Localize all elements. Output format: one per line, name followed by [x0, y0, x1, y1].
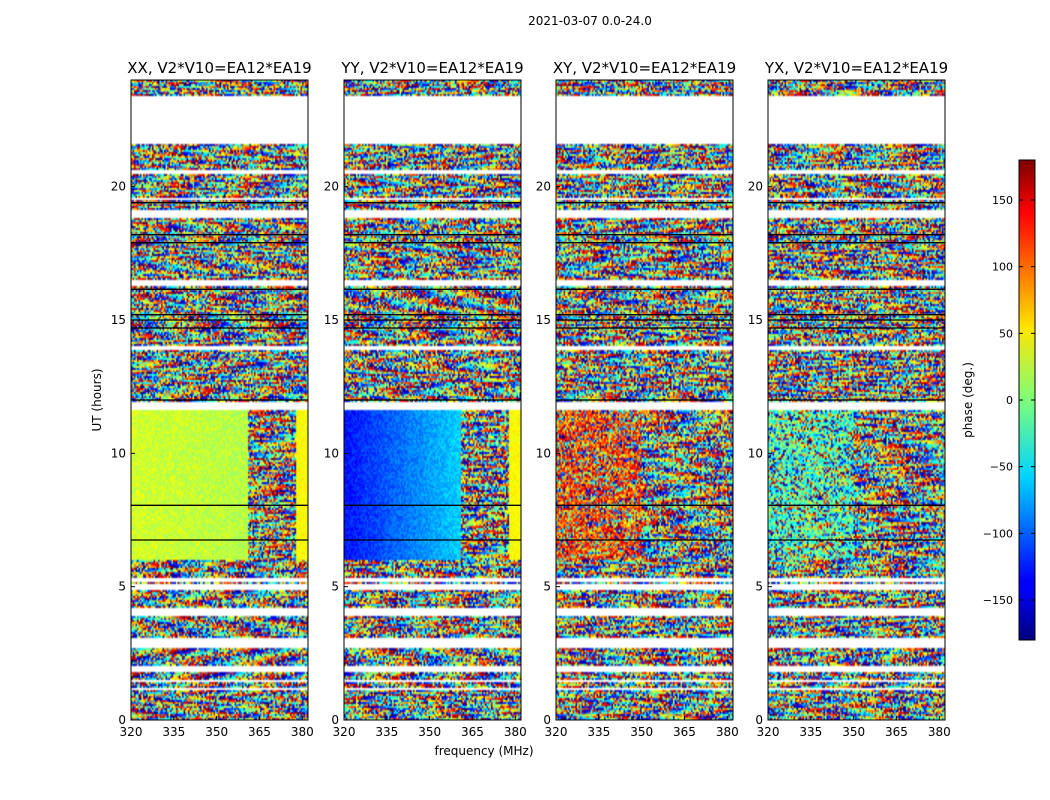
x-tick-label-1-2: 350	[205, 725, 228, 739]
panel-title-4: YX, V2*V10=EA12*EA19	[764, 59, 948, 77]
y-tick-label-1-4: 20	[111, 180, 126, 194]
y-tick-label-2-0: 0	[331, 713, 339, 727]
y-tick-label-4-4: 20	[748, 180, 763, 194]
y-tick-label-3-1: 5	[543, 580, 551, 594]
y-tick-label-3-0: 0	[543, 713, 551, 727]
panel-frame-4	[767, 79, 946, 721]
panels-group: XX, V2*V10=EA12*EA19 320 335 350 365 380 0 5 10 1…	[111, 59, 951, 739]
x-tick-label-1-1: 335	[162, 725, 185, 739]
x-tick-label-2-1: 335	[375, 725, 398, 739]
x-tick-label-3-1: 335	[587, 725, 610, 739]
panel-3: XY, V2*V10=EA12*EA19 320 335 350 365 380 0 5 10 1…	[536, 59, 739, 739]
y-tick-label-2-2: 10	[324, 446, 339, 460]
y-tick-label-3-2: 10	[536, 446, 551, 460]
x-tick-label-4-1: 335	[799, 725, 822, 739]
panel-title-1: XX, V2*V10=EA12*EA19	[127, 59, 311, 77]
colorbar-tick-label-0: 150	[992, 194, 1013, 207]
x-tick-label-4-3: 365	[885, 725, 908, 739]
y-tick-label-4-1: 5	[755, 580, 763, 594]
panel-frame-1	[130, 79, 309, 721]
colorbar-label: phase (deg.)	[961, 362, 975, 438]
x-axis-label: frequency (MHz)	[434, 744, 533, 758]
x-tick-label-2-4: 380	[504, 725, 527, 739]
x-tick-label-4-2: 350	[842, 725, 865, 739]
colorbar-tick-label-1: 100	[992, 261, 1013, 274]
y-tick-label-2-3: 15	[324, 313, 339, 327]
panel-frame-2	[343, 79, 522, 721]
y-tick-label-3-4: 20	[536, 180, 551, 194]
y-tick-label-1-0: 0	[118, 713, 126, 727]
y-tick-label-1-2: 10	[111, 446, 126, 460]
panel-4: YX, V2*V10=EA12*EA19 320 335 350 365 380 0 5 10 1…	[748, 59, 951, 739]
x-tick-label-1-4: 380	[291, 725, 314, 739]
y-tick-label-4-3: 15	[748, 313, 763, 327]
x-tick-label-1-3: 365	[248, 725, 271, 739]
x-tick-label-3-3: 365	[673, 725, 696, 739]
x-tick-label-2-3: 365	[461, 725, 484, 739]
colorbar-tick-label-4: −50	[990, 461, 1013, 474]
colorbar: 150 100 50 0 −50 −100 −150	[983, 159, 1036, 641]
y-axis-label: UT (hours)	[90, 368, 104, 431]
panel-2: YY, V2*V10=EA12*EA19 320 335 350 365 380 0 5 10 1…	[324, 59, 527, 739]
colorbar-tick-label-6: −150	[983, 594, 1013, 607]
y-tick-label-4-2: 10	[748, 446, 763, 460]
x-tick-label-4-4: 380	[928, 725, 951, 739]
x-tick-label-2-2: 350	[418, 725, 441, 739]
x-tick-label-2-0: 320	[333, 725, 356, 739]
y-tick-label-4-0: 0	[755, 713, 763, 727]
y-tick-label-3-3: 15	[536, 313, 551, 327]
x-tick-label-3-4: 380	[716, 725, 739, 739]
x-tick-label-3-2: 350	[630, 725, 653, 739]
figure-title: 2021-03-07 0.0-24.0	[528, 14, 652, 28]
y-tick-label-1-3: 15	[111, 313, 126, 327]
panel-1: XX, V2*V10=EA12*EA19 320 335 350 365 380 0 5 10 1…	[111, 59, 314, 739]
colorbar-tick-label-2: 50	[999, 327, 1013, 340]
x-tick-label-3-0: 320	[545, 725, 568, 739]
panel-title-2: YY, V2*V10=EA12*EA19	[340, 59, 523, 77]
y-tick-label-1-1: 5	[118, 580, 126, 594]
x-tick-label-4-0: 320	[757, 725, 780, 739]
panel-frame-3	[555, 79, 734, 721]
colorbar-tick-label-3: 0	[1006, 394, 1013, 407]
colorbar-tick-label-5: −100	[983, 527, 1013, 540]
panel-title-3: XY, V2*V10=EA12*EA19	[553, 59, 736, 77]
y-tick-label-2-4: 20	[324, 180, 339, 194]
y-tick-label-2-1: 5	[331, 580, 339, 594]
x-tick-label-1-0: 320	[120, 725, 143, 739]
